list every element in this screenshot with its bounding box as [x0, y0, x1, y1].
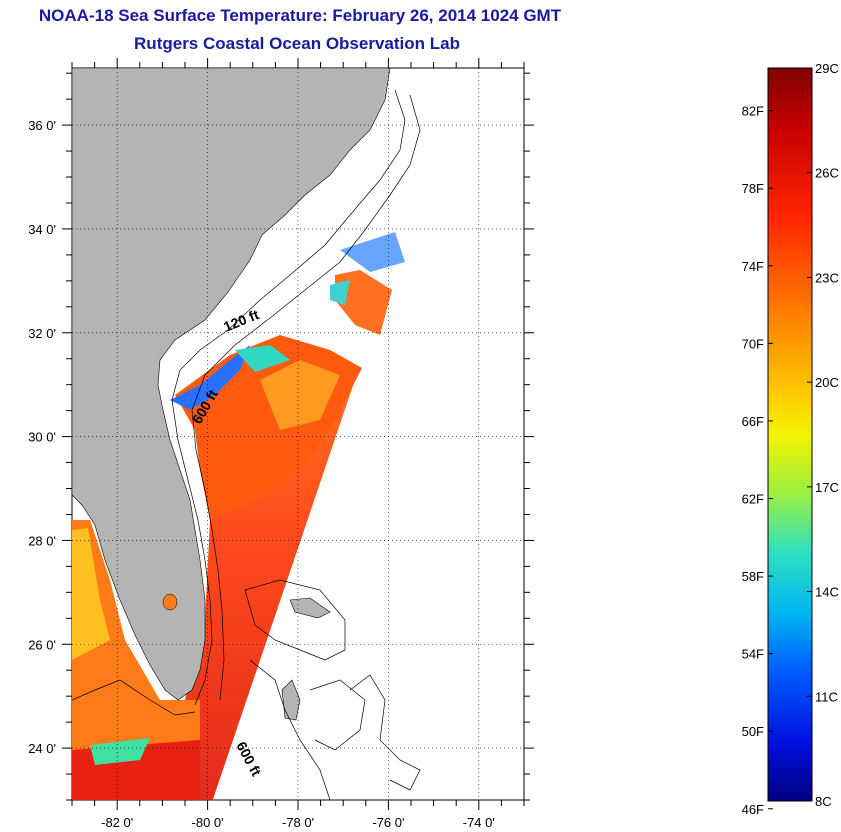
colorbar-f-label: 74F — [742, 259, 764, 274]
sst-gulf — [72, 520, 200, 800]
colorbar-f-label: 50F — [742, 724, 764, 739]
colorbar-c-label: 17C — [815, 480, 839, 495]
lat-tick-label: 28 0' — [28, 533, 56, 548]
lat-tick-label: 30 0' — [28, 430, 56, 445]
lon-tick-label: -82 0' — [101, 815, 133, 830]
lon-tick-label: -76 0' — [372, 815, 404, 830]
colorbar-f-label: 66F — [742, 414, 764, 429]
lat-tick-label: 24 0' — [28, 741, 56, 756]
contour-600ft — [191, 94, 421, 701]
contour-gulf — [72, 679, 196, 716]
colorbar-f-label: 62F — [742, 491, 764, 506]
grid-lines — [72, 68, 524, 800]
lon-tick-label: -80 0' — [192, 815, 224, 830]
colorbar-c-label: 20C — [815, 375, 839, 390]
lon-tick-label: -78 0' — [282, 815, 314, 830]
lon-tick-label: -74 0' — [463, 815, 495, 830]
colorbar-celsius-labels: 29C 26C 23C 20C 17C 14C 11C 8C — [807, 61, 839, 809]
lat-tick-label: 36 0' — [28, 118, 56, 133]
sst-south-cool — [90, 738, 150, 765]
map-subtitle: Rutgers Coastal Ocean Observation Lab — [134, 34, 460, 53]
contour-bahamas-bank — [244, 579, 346, 661]
land-us-southeast — [72, 68, 391, 701]
land-bahamas-andros — [281, 679, 301, 721]
map-title: NOAA-18 Sea Surface Temperature: Februar… — [38, 6, 562, 25]
lake-okeechobee — [162, 593, 178, 611]
sst-patch-orange — [260, 360, 340, 430]
colorbar-c-label: 29C — [815, 61, 839, 76]
sst-gulf-yellow — [72, 528, 110, 660]
colorbar-f-label: 70F — [742, 336, 764, 351]
colorbar-c-label: 26C — [815, 166, 839, 181]
colorbar-f-label: 78F — [742, 181, 764, 196]
colorbar-c-label: 8C — [815, 794, 832, 809]
colorbar-f-label: 46F — [742, 802, 764, 817]
land-bahamas-north — [289, 597, 331, 619]
colorbar-c-label: 23C — [815, 270, 839, 285]
lat-tick-label: 32 0' — [28, 326, 56, 341]
lat-tick-label: 26 0' — [28, 637, 56, 652]
colorbar-f-label: 82F — [742, 104, 764, 119]
colorbar-c-label: 11C — [815, 689, 838, 704]
longitude-axis: -82 0' -80 0' -78 0' -76 0' -74 0' — [71, 58, 525, 830]
colorbar — [767, 67, 813, 802]
colorbar-c-label: 14C — [815, 585, 839, 600]
latitude-axis: 36 0' 34 0' 32 0' 30 0' 28 0' 26 0' 24 0' — [28, 72, 534, 801]
contour-120ft — [171, 89, 406, 706]
colorbar-f-label: 58F — [742, 569, 764, 584]
sst-offshore-patch — [335, 270, 392, 335]
sst-cold-edge — [170, 345, 250, 410]
sst-swath — [152, 365, 360, 800]
colorbar-f-label: 54F — [742, 647, 764, 662]
sst-small-patch — [340, 232, 405, 272]
sst-offshore-cool — [330, 280, 350, 305]
lat-tick-label: 34 0' — [28, 222, 56, 237]
contour-bahamas-east — [349, 674, 421, 791]
contour-bahamas-great-bank — [249, 659, 366, 800]
sst-cool-edge — [235, 345, 290, 372]
colorbar-fahrenheit-labels: 82F 78F 74F 70F 66F 62F 58F 54F 50F 46F — [742, 104, 773, 817]
